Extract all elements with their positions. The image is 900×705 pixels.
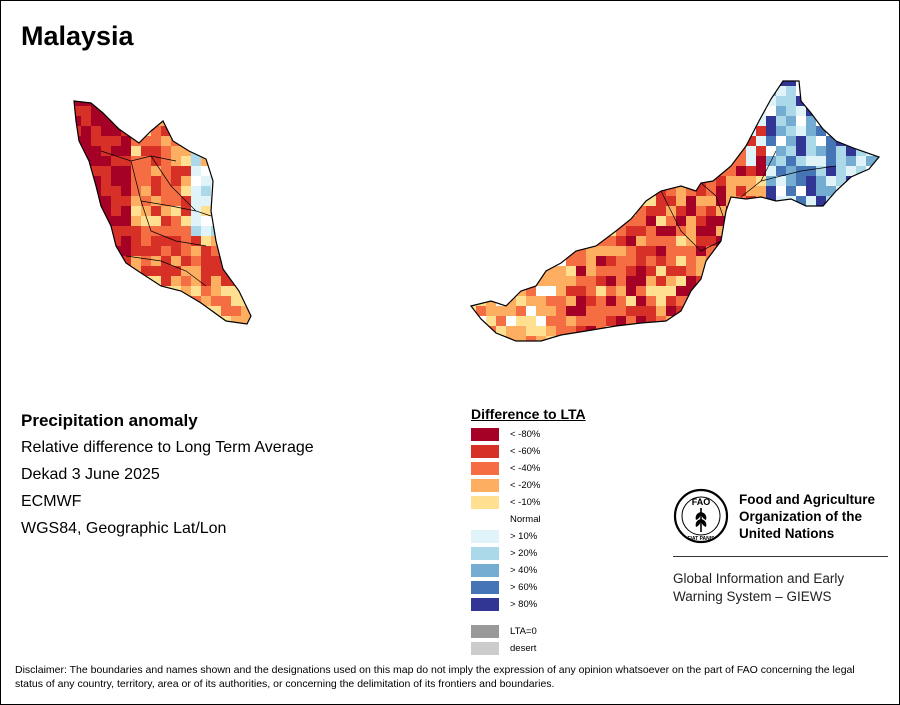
info-line-description: Relative difference to Long Term Average [21, 439, 314, 456]
legend-extra-item-label: desert [510, 643, 537, 654]
info-line-projection: WGS84, Geographic Lat/Lon [21, 520, 227, 537]
legend-item-swatch [471, 530, 499, 543]
legend-items: < -80% < -60% < -40% < -20% < -10% Normal > 10… [471, 426, 641, 613]
legend-extra-item-row: LTA=0 [471, 623, 641, 640]
giews-line1: Global Information and Early [673, 571, 845, 586]
legend-item-row: < -20% [471, 477, 641, 494]
legend-item-swatch [471, 428, 499, 441]
info-line-period: Dekad 3 June 2025 [21, 466, 160, 483]
legend-item-swatch [471, 479, 499, 492]
legend-title: Difference to LTA [471, 406, 586, 422]
legend-item-row: > 40% [471, 562, 641, 579]
legend-item-label: > 60% [510, 582, 538, 593]
peninsula-outline [73, 100, 252, 325]
legend-item-row: < -60% [471, 443, 641, 460]
legend-item-label: < -10% [510, 497, 541, 508]
legend-item-label: > 40% [510, 565, 538, 576]
fao-divider [673, 556, 888, 557]
fao-name-line3: United Nations [739, 526, 835, 541]
legend-item-row: < -40% [471, 460, 641, 477]
fao-name: Food and Agriculture Organization of the… [739, 491, 899, 542]
fao-logo-ring-text: FIAT PANIS [687, 536, 715, 542]
disclaimer: Disclaimer: The boundaries and names sho… [15, 664, 855, 690]
legend-extra-item-row: desert [471, 640, 641, 657]
legend-item-row: > 10% [471, 528, 641, 545]
legend-item-label: < -80% [510, 429, 541, 440]
legend-extra: LTA=0 desert [471, 623, 641, 657]
legend-item-swatch [471, 547, 499, 560]
legend-item-swatch [471, 581, 499, 594]
anomaly-map [73, 80, 881, 342]
fao-name-line2: Organization of the [739, 509, 862, 524]
giews-name: Global Information and Early Warning Sys… [673, 570, 893, 606]
legend-item-label: < -40% [510, 463, 541, 474]
giews-line2: Warning System – GIEWS [673, 589, 832, 604]
legend-extra-item-swatch [471, 625, 499, 638]
legend-item-swatch [471, 598, 499, 611]
legend-item-label: < -20% [510, 480, 541, 491]
fao-logo-text: FAO [692, 497, 711, 507]
legend-item-row: > 60% [471, 579, 641, 596]
legend-item-row: < -10% [471, 494, 641, 511]
legend-item-label: > 10% [510, 531, 538, 542]
legend-item-swatch [471, 445, 499, 458]
legend-item-label: > 20% [510, 548, 538, 559]
borneo-grid [471, 81, 879, 341]
map-info: Precipitation anomaly Relative differenc… [21, 411, 314, 547]
peninsular-grid [74, 101, 251, 324]
state-boundaries [100, 150, 837, 287]
legend-item-row: > 20% [471, 545, 641, 562]
legend-item-row: < -80% [471, 426, 641, 443]
legend: Difference to LTA < -80% < -60% < -40% < -2… [471, 406, 641, 657]
legend-item-row: > 80% [471, 596, 641, 613]
legend-item-label: Normal [510, 514, 541, 525]
legend-extra-item-swatch [471, 642, 499, 655]
fao-name-line1: Food and Agriculture [739, 492, 875, 507]
legend-item-swatch [471, 462, 499, 475]
legend-item-row: Normal [471, 511, 641, 528]
borneo-outline [469, 80, 881, 342]
legend-item-swatch [471, 564, 499, 577]
map-title: Malaysia [21, 21, 134, 51]
legend-item-swatch [471, 496, 499, 509]
legend-extra-item-label: LTA=0 [510, 626, 537, 637]
legend-item-label: < -60% [510, 446, 541, 457]
info-heading: Precipitation anomaly [21, 411, 198, 430]
legend-item-label: > 80% [510, 599, 538, 610]
info-line-source: ECMWF [21, 493, 82, 510]
fao-logo-icon: FAO FIAT PANIS [673, 488, 729, 544]
